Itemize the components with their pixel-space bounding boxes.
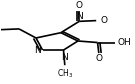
Text: N: N [76,12,83,21]
Text: OH: OH [118,38,131,47]
Text: N: N [61,53,68,62]
Text: CH$_3$: CH$_3$ [57,67,73,80]
Text: O: O [76,1,83,10]
Text: N: N [35,46,41,55]
Text: O: O [95,54,102,63]
Text: O: O [100,16,107,25]
